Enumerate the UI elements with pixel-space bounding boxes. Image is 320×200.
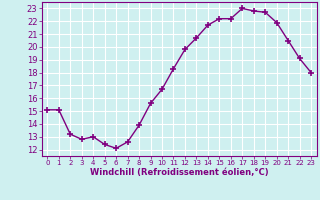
X-axis label: Windchill (Refroidissement éolien,°C): Windchill (Refroidissement éolien,°C) bbox=[90, 168, 268, 177]
